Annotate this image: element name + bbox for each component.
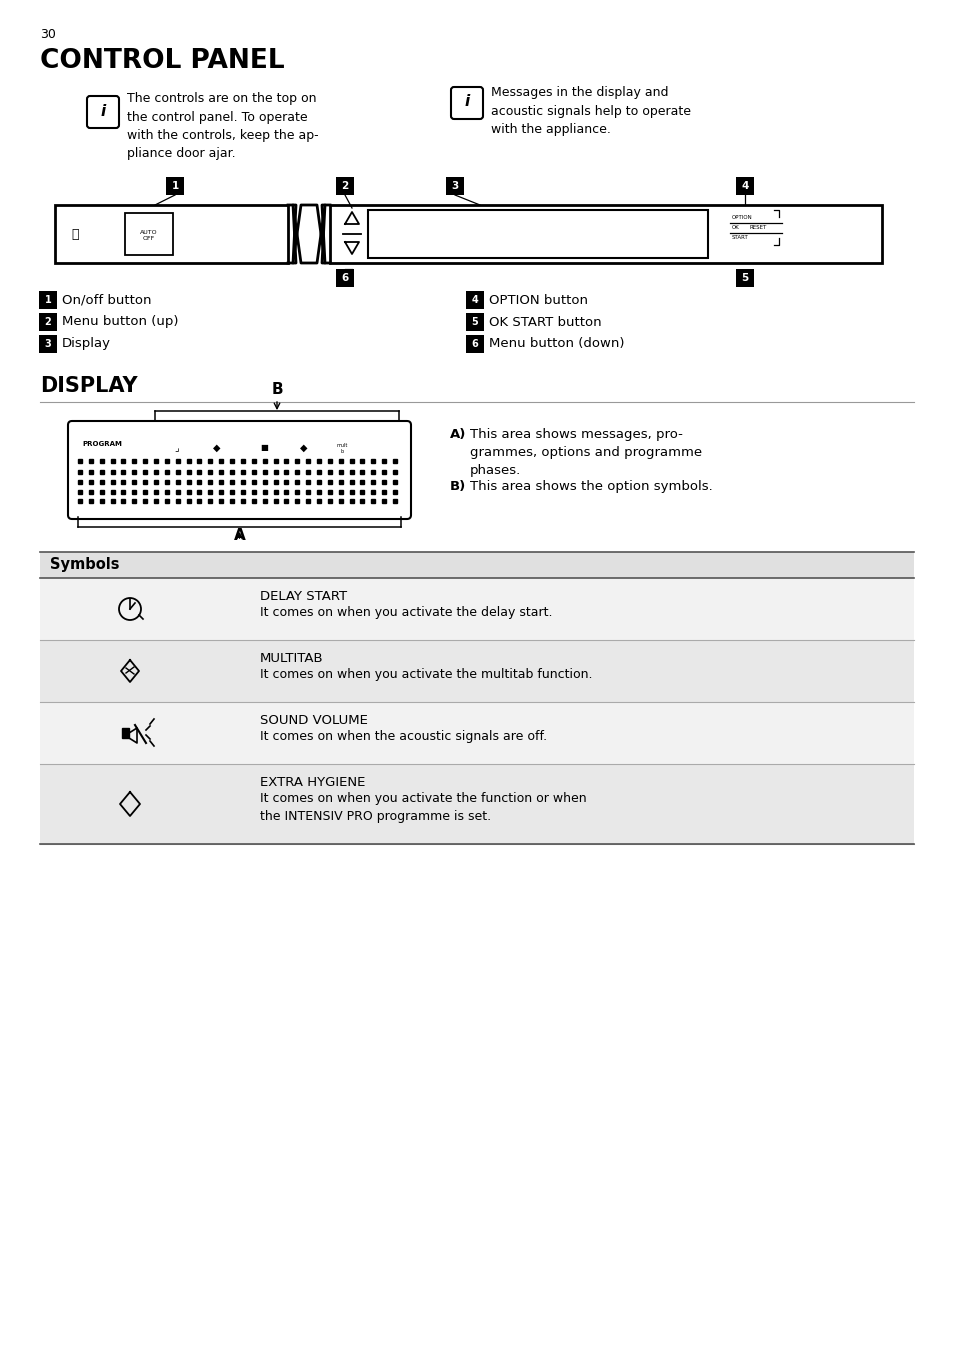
Text: EXTRA HYGIENE: EXTRA HYGIENE bbox=[260, 776, 365, 790]
Text: It comes on when you activate the multitab function.: It comes on when you activate the multit… bbox=[260, 668, 592, 681]
Text: A): A) bbox=[450, 429, 466, 441]
Text: OK START button: OK START button bbox=[489, 315, 601, 329]
FancyBboxPatch shape bbox=[87, 96, 119, 128]
Text: i: i bbox=[100, 104, 106, 119]
Bar bbox=[330, 206, 882, 264]
Text: 6: 6 bbox=[471, 339, 477, 349]
Text: OPTION button: OPTION button bbox=[489, 293, 587, 307]
Text: B): B) bbox=[450, 480, 466, 493]
Bar bbox=[465, 291, 483, 310]
Text: AUTO: AUTO bbox=[140, 230, 157, 234]
Text: 6: 6 bbox=[341, 273, 348, 283]
Text: mult
b: mult b bbox=[336, 443, 347, 454]
Text: i: i bbox=[464, 95, 469, 110]
Text: RESET: RESET bbox=[749, 224, 766, 230]
Text: MULTITAB: MULTITAB bbox=[260, 652, 323, 665]
Text: It comes on when you activate the delay start.: It comes on when you activate the delay … bbox=[260, 606, 552, 619]
Bar bbox=[335, 269, 354, 287]
Bar bbox=[39, 291, 57, 310]
Text: 5: 5 bbox=[471, 316, 477, 327]
Text: Messages in the display and
acoustic signals help to operate
with the appliance.: Messages in the display and acoustic sig… bbox=[491, 87, 690, 137]
Text: 4: 4 bbox=[740, 181, 748, 191]
Bar bbox=[125, 214, 172, 256]
Bar bbox=[465, 335, 483, 353]
Bar bbox=[368, 210, 707, 258]
Text: START: START bbox=[731, 235, 748, 241]
Bar bbox=[40, 702, 913, 764]
Text: DELAY START: DELAY START bbox=[260, 589, 347, 603]
Text: The controls are on the top on
the control panel. To operate
with the controls, : The controls are on the top on the contr… bbox=[127, 92, 318, 161]
Text: 1: 1 bbox=[172, 181, 178, 191]
Text: ⌟: ⌟ bbox=[174, 443, 179, 453]
Text: ◆: ◆ bbox=[300, 443, 308, 453]
Bar bbox=[446, 177, 463, 195]
Text: Display: Display bbox=[62, 338, 111, 350]
Text: ⓘ: ⓘ bbox=[71, 227, 79, 241]
Text: Menu button (up): Menu button (up) bbox=[62, 315, 178, 329]
Text: 2: 2 bbox=[45, 316, 51, 327]
Text: Symbols: Symbols bbox=[50, 557, 119, 572]
Text: 30: 30 bbox=[40, 28, 56, 41]
Text: OPTION: OPTION bbox=[731, 215, 752, 220]
Text: 5: 5 bbox=[740, 273, 748, 283]
Bar bbox=[40, 552, 913, 579]
Text: 2: 2 bbox=[341, 181, 348, 191]
Text: CONTROL PANEL: CONTROL PANEL bbox=[40, 49, 284, 74]
Text: This area shows the option symbols.: This area shows the option symbols. bbox=[470, 480, 712, 493]
FancyBboxPatch shape bbox=[68, 420, 411, 519]
Text: PROGRAM: PROGRAM bbox=[82, 441, 122, 448]
Bar bbox=[465, 314, 483, 331]
Text: Menu button (down): Menu button (down) bbox=[489, 338, 624, 350]
Text: ◆: ◆ bbox=[213, 443, 220, 453]
Bar bbox=[39, 314, 57, 331]
Bar bbox=[122, 727, 129, 738]
Bar bbox=[40, 579, 913, 639]
Bar bbox=[40, 639, 913, 702]
Text: SOUND VOLUME: SOUND VOLUME bbox=[260, 714, 368, 727]
Bar bbox=[40, 764, 913, 844]
Text: B: B bbox=[271, 383, 282, 397]
Text: OFF: OFF bbox=[143, 237, 155, 242]
Text: OK: OK bbox=[731, 224, 739, 230]
Bar bbox=[335, 177, 354, 195]
Text: 3: 3 bbox=[451, 181, 458, 191]
Text: This area shows messages, pro-
grammes, options and programme
phases.: This area shows messages, pro- grammes, … bbox=[470, 429, 701, 477]
Text: It comes on when the acoustic signals are off.: It comes on when the acoustic signals ar… bbox=[260, 730, 547, 744]
Bar bbox=[735, 269, 753, 287]
Bar bbox=[735, 177, 753, 195]
Text: On/off button: On/off button bbox=[62, 293, 152, 307]
Text: A: A bbox=[233, 529, 245, 544]
Text: ■: ■ bbox=[260, 443, 268, 452]
Text: 1: 1 bbox=[45, 295, 51, 306]
Bar bbox=[166, 177, 184, 195]
Text: 3: 3 bbox=[45, 339, 51, 349]
Bar bbox=[39, 335, 57, 353]
Bar bbox=[55, 206, 288, 264]
FancyBboxPatch shape bbox=[451, 87, 482, 119]
Text: It comes on when you activate the function or when
the INTENSIV PRO programme is: It comes on when you activate the functi… bbox=[260, 792, 586, 823]
Text: 4: 4 bbox=[471, 295, 477, 306]
Text: DISPLAY: DISPLAY bbox=[40, 376, 137, 396]
